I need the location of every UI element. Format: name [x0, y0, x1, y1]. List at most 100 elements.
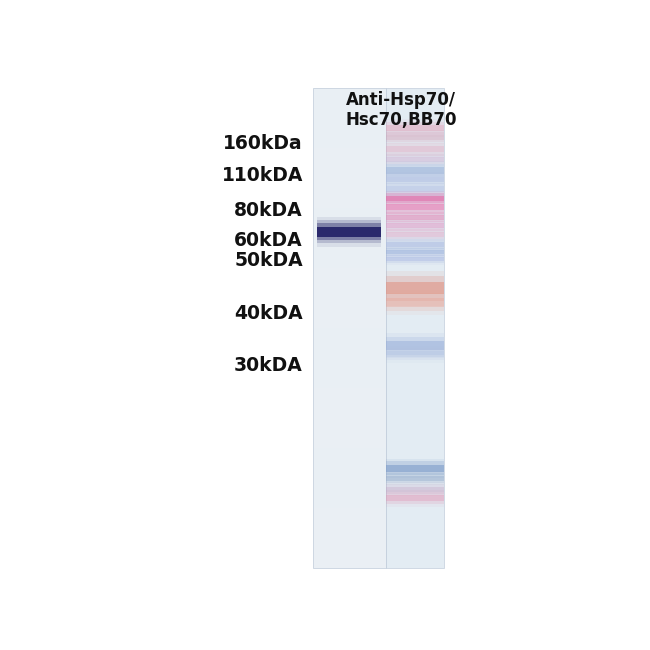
Bar: [386, 492, 444, 495]
Bar: [386, 131, 444, 135]
Bar: [386, 122, 444, 125]
Bar: [386, 358, 444, 360]
Bar: [386, 341, 444, 350]
Bar: [386, 242, 444, 246]
Bar: [386, 348, 444, 351]
Bar: [386, 246, 444, 251]
Bar: [386, 250, 444, 254]
Bar: [386, 164, 444, 167]
Bar: [317, 223, 381, 227]
Bar: [386, 495, 444, 501]
Bar: [386, 237, 444, 241]
Bar: [386, 140, 444, 146]
Bar: [313, 388, 386, 448]
Bar: [386, 481, 444, 486]
Bar: [386, 186, 444, 192]
Bar: [313, 88, 386, 148]
Bar: [386, 482, 444, 487]
Bar: [386, 183, 444, 186]
Bar: [317, 237, 381, 246]
Bar: [386, 201, 444, 204]
Bar: [386, 220, 444, 224]
Bar: [317, 220, 381, 227]
Bar: [386, 307, 444, 315]
Bar: [386, 181, 444, 184]
Bar: [386, 135, 444, 140]
Bar: [386, 350, 444, 355]
Bar: [386, 294, 444, 301]
Bar: [386, 172, 444, 177]
Bar: [386, 350, 444, 358]
Bar: [386, 261, 444, 265]
Bar: [386, 248, 444, 250]
Text: 110kDA: 110kDA: [222, 166, 303, 185]
Bar: [386, 228, 444, 233]
Bar: [386, 231, 444, 237]
Bar: [386, 161, 444, 167]
Bar: [386, 212, 444, 214]
Bar: [313, 508, 386, 569]
Bar: [386, 119, 444, 125]
Bar: [386, 293, 444, 298]
Bar: [386, 146, 444, 152]
Bar: [386, 210, 444, 215]
Bar: [386, 476, 444, 481]
Bar: [386, 180, 444, 186]
Bar: [386, 246, 444, 249]
Bar: [386, 162, 444, 166]
Bar: [386, 140, 444, 142]
Text: 40kDA: 40kDA: [234, 304, 303, 323]
Text: 50kDA: 50kDA: [234, 251, 303, 270]
Bar: [386, 196, 444, 201]
Bar: [317, 227, 381, 237]
Bar: [386, 484, 444, 487]
Bar: [386, 471, 444, 476]
Bar: [386, 220, 444, 222]
Bar: [386, 346, 444, 351]
Bar: [386, 261, 444, 263]
Bar: [386, 130, 444, 135]
Bar: [386, 239, 444, 242]
Bar: [386, 132, 444, 135]
Bar: [386, 229, 444, 231]
Bar: [386, 294, 444, 305]
Bar: [386, 246, 444, 250]
Bar: [386, 162, 444, 164]
Bar: [386, 140, 444, 144]
Bar: [386, 174, 444, 177]
Bar: [386, 157, 444, 162]
Bar: [386, 201, 444, 205]
Bar: [386, 177, 444, 181]
Bar: [386, 193, 444, 196]
Bar: [313, 268, 386, 328]
Bar: [313, 148, 386, 208]
Bar: [386, 237, 444, 242]
Bar: [386, 270, 444, 282]
Bar: [386, 211, 444, 216]
Text: 160kDa: 160kDa: [224, 133, 303, 153]
Bar: [386, 490, 444, 495]
Bar: [386, 174, 444, 179]
Text: 80kDA: 80kDA: [234, 201, 303, 220]
Bar: [386, 501, 444, 504]
Bar: [386, 220, 444, 223]
Bar: [313, 88, 386, 569]
Bar: [317, 237, 381, 240]
Bar: [317, 216, 381, 227]
Bar: [386, 152, 444, 158]
Bar: [386, 214, 444, 220]
Bar: [386, 333, 444, 341]
Bar: [386, 131, 444, 137]
Text: 30kDA: 30kDA: [234, 356, 303, 375]
Bar: [386, 358, 444, 363]
Bar: [386, 473, 444, 476]
Bar: [386, 218, 444, 223]
Bar: [386, 492, 444, 497]
Bar: [386, 459, 444, 465]
Bar: [386, 481, 444, 484]
Bar: [386, 211, 444, 214]
Bar: [386, 201, 444, 203]
Bar: [386, 298, 444, 307]
Bar: [386, 487, 444, 492]
Bar: [386, 154, 444, 157]
